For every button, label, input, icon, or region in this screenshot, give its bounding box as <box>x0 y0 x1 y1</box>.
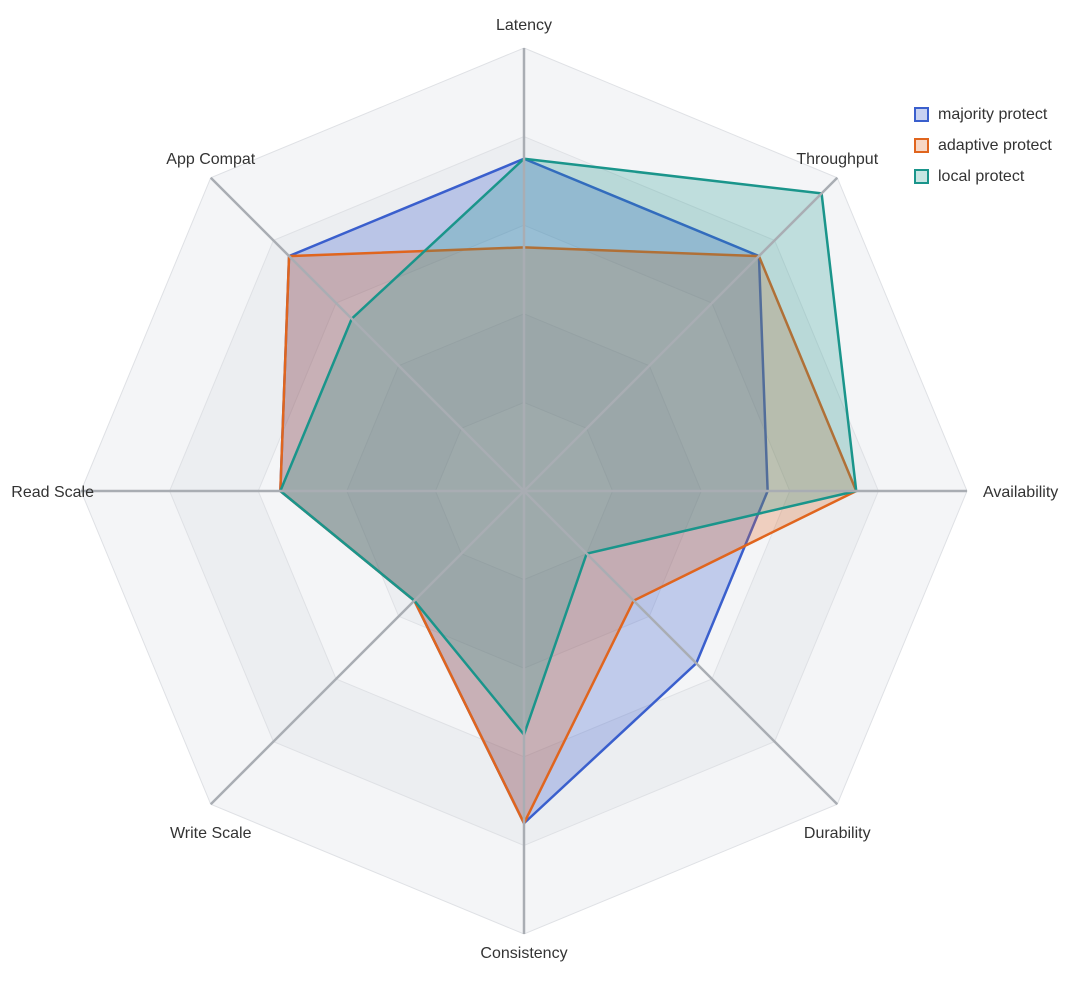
legend-label: adaptive protect <box>938 136 1052 154</box>
legend-label: majority protect <box>938 105 1048 123</box>
axis-label-consistency: Consistency <box>480 945 567 962</box>
legend-swatch-adaptive-protect <box>914 138 929 153</box>
axis-label-write-scale: Write Scale <box>170 825 252 842</box>
axis-label-read-scale: Read Scale <box>11 484 94 501</box>
axis-label-throughput: Throughput <box>796 151 878 168</box>
axis-labels: Latency Throughput Availability Durability C… <box>11 17 1058 962</box>
radar-spokes <box>81 48 967 934</box>
legend-item-majority-protect[interactable]: majority protect <box>914 99 1052 130</box>
legend-label: local protect <box>938 167 1025 185</box>
spoke-write-scale <box>209 490 525 806</box>
spoke-app-compat <box>209 176 525 492</box>
axis-label-latency: Latency <box>496 17 552 34</box>
legend-swatch-local-protect <box>914 169 929 184</box>
legend-swatch-majority-protect <box>914 107 929 122</box>
axis-label-app-compat: App Compat <box>166 151 255 168</box>
spoke-throughput <box>523 176 839 492</box>
legend-item-local-protect[interactable]: local protect <box>914 161 1052 192</box>
legend: majority protect adaptive protect local … <box>914 99 1052 192</box>
axis-label-durability: Durability <box>804 825 871 842</box>
axis-label-availability: Availability <box>983 484 1058 501</box>
spoke-durability <box>523 490 839 806</box>
legend-item-adaptive-protect[interactable]: adaptive protect <box>914 130 1052 161</box>
